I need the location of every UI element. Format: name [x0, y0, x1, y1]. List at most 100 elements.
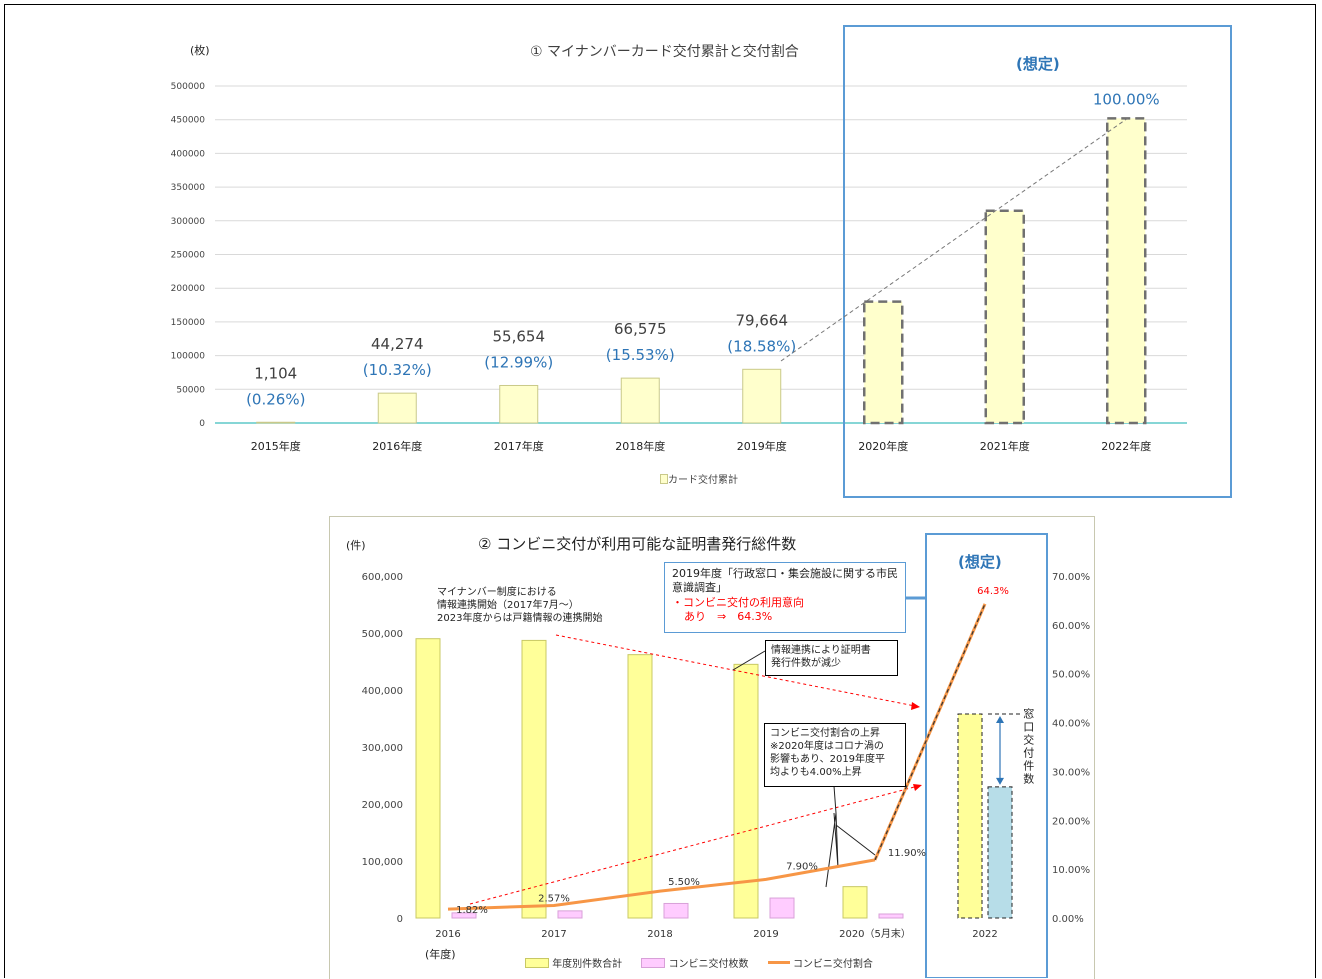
bar-total: [521, 639, 547, 919]
bar: [742, 368, 782, 424]
legend-swatch: [525, 958, 549, 968]
y2-tick-label: 20.00%: [1052, 816, 1090, 827]
data-label: 79,664: [736, 311, 789, 329]
y2-tick-label: 70.00%: [1052, 572, 1090, 583]
projection-box: [925, 533, 1048, 978]
line-data-label: 7.90%: [786, 861, 818, 872]
legend-label: カード交付累計: [668, 475, 738, 486]
legend-swatch: [641, 958, 666, 968]
data-label: 66,575: [614, 320, 667, 338]
percent-label: (10.32%): [363, 361, 432, 379]
x-tick-label: 2017年度: [494, 439, 544, 453]
line-data-label: 64.3%: [977, 586, 1009, 597]
chart1-title: ① マイナンバーカード交付累計と交付割合: [530, 44, 799, 60]
arrow-head: [911, 702, 920, 710]
bar-total: [627, 654, 653, 919]
y-tick-label: 250000: [171, 251, 206, 261]
bar: [984, 209, 1025, 425]
note-line: 情報連携開始（2017年7月～）: [437, 600, 579, 611]
y-tick-label: 200000: [171, 284, 206, 294]
bar-convenience: [769, 897, 795, 919]
line-data-label: 11.90%: [888, 848, 926, 859]
data-label: 44,274: [371, 335, 424, 353]
window-issuance-label: 窓口交付件数: [1021, 708, 1035, 786]
chart1-projection-label: (想定): [1016, 55, 1060, 73]
chart2-projection-label: (想定): [958, 553, 1002, 571]
bar-convenience: [557, 910, 583, 919]
red-arrow: [555, 634, 921, 708]
x-tick-label: 2020年度: [858, 439, 908, 453]
note-line: 2023年度からは戸籍情報の連携開始: [437, 613, 603, 624]
survey-line: ・コンビニ交付の利用意向: [672, 595, 804, 609]
line-data-label: 1.82%: [456, 905, 488, 916]
callout-line: 影響もあり、2019年度平: [770, 754, 886, 765]
bar-convenience: [878, 913, 904, 919]
y-tick-label: 500,000: [362, 629, 403, 640]
reduction-callout: 情報連携により証明書 発行件数が減少: [765, 640, 898, 676]
bar-total: [957, 713, 983, 919]
chart1-y-unit: (枚): [190, 44, 210, 57]
bar-total: [842, 886, 868, 919]
y-tick-label: 50000: [176, 385, 205, 395]
legend-swatch: [767, 961, 790, 964]
arrow-head: [996, 777, 1004, 785]
note-info-linkage: マイナンバー制度における 情報連携開始（2017年7月～） 2023年度からは戸…: [437, 586, 602, 625]
y2-tick-label: 50.00%: [1052, 670, 1090, 681]
y-tick-label: 300,000: [362, 743, 403, 754]
y-tick-label: 300000: [171, 217, 206, 227]
callout-line: 情報連携により証明書: [771, 645, 871, 656]
callout-line: 均よりも4.00%上昇: [770, 767, 862, 778]
percent-label: (15.53%): [606, 346, 675, 364]
chart2-title: ② コンビニ交付が利用可能な証明書発行総件数: [478, 535, 797, 553]
bar-total: [415, 638, 441, 919]
legend-label: コンビニ交付枚数: [668, 959, 749, 970]
survey-line: あり ⇒ 64.3%: [684, 609, 773, 623]
line-projected-dash: [874, 603, 986, 861]
y-tick-label: 100,000: [362, 857, 403, 868]
x-tick-label: 2016年度: [372, 439, 422, 453]
page-frame: [4, 4, 1316, 978]
bar: [863, 300, 904, 425]
y-tick-label: 400000: [171, 149, 206, 159]
chart-1: 5000004500004000003500003000002500002000…: [171, 25, 1232, 498]
x-tick-label: 2021年度: [980, 439, 1030, 453]
data-label: 55,654: [493, 327, 546, 345]
x-tick-label: 2022年度: [1101, 439, 1151, 453]
leader-line: [732, 650, 766, 671]
bar: [256, 421, 296, 424]
callout-line: 発行件数が減少: [771, 658, 841, 669]
percent-label: (0.26%): [246, 390, 305, 408]
bar: [620, 377, 660, 424]
y-tick-label: 500000: [171, 82, 206, 92]
legend-label: コンビニ交付割合: [792, 959, 873, 970]
bar-convenience: [987, 786, 1013, 919]
legend-label: 年度別件数合計: [552, 959, 623, 970]
y-tick-label: 0: [199, 419, 205, 429]
arrow-head: [996, 715, 1004, 723]
x-tick-label: 2018年度: [615, 439, 665, 453]
arrow-head: [913, 784, 922, 791]
percent-label: 100.00%: [1093, 90, 1160, 108]
x-tick-label: 2019: [753, 929, 778, 940]
x-tick-label: 2015年度: [251, 439, 301, 453]
line-data-label: 5.50%: [668, 877, 700, 888]
y-tick-label: 0: [397, 914, 403, 925]
chart2-frame: [329, 516, 1095, 979]
y2-tick-label: 10.00%: [1052, 865, 1090, 876]
survey-callout: 2019年度「行政窓口・集会施設に関する市民意識調査」 ・コンビニ交付の利用意向…: [664, 562, 906, 633]
bar-convenience: [663, 902, 689, 919]
x-tick-label: 2017: [541, 929, 566, 940]
line-series: [447, 858, 876, 911]
survey-title: 2019年度「行政窓口・集会施設に関する市民意識調査」: [672, 567, 898, 595]
y-tick-label: 600,000: [362, 572, 403, 583]
y-tick-label: 450000: [171, 116, 206, 126]
leader-line: [825, 785, 876, 888]
y-tick-label: 350000: [171, 183, 206, 193]
y-tick-label: 150000: [171, 318, 206, 328]
note-line: マイナンバー制度における: [437, 587, 557, 598]
projection-box: [843, 25, 1232, 498]
legend-swatch: [660, 474, 668, 484]
x-tick-label: 2022: [972, 929, 997, 940]
callout-line: コンビニ交付割合の上昇: [770, 728, 880, 739]
